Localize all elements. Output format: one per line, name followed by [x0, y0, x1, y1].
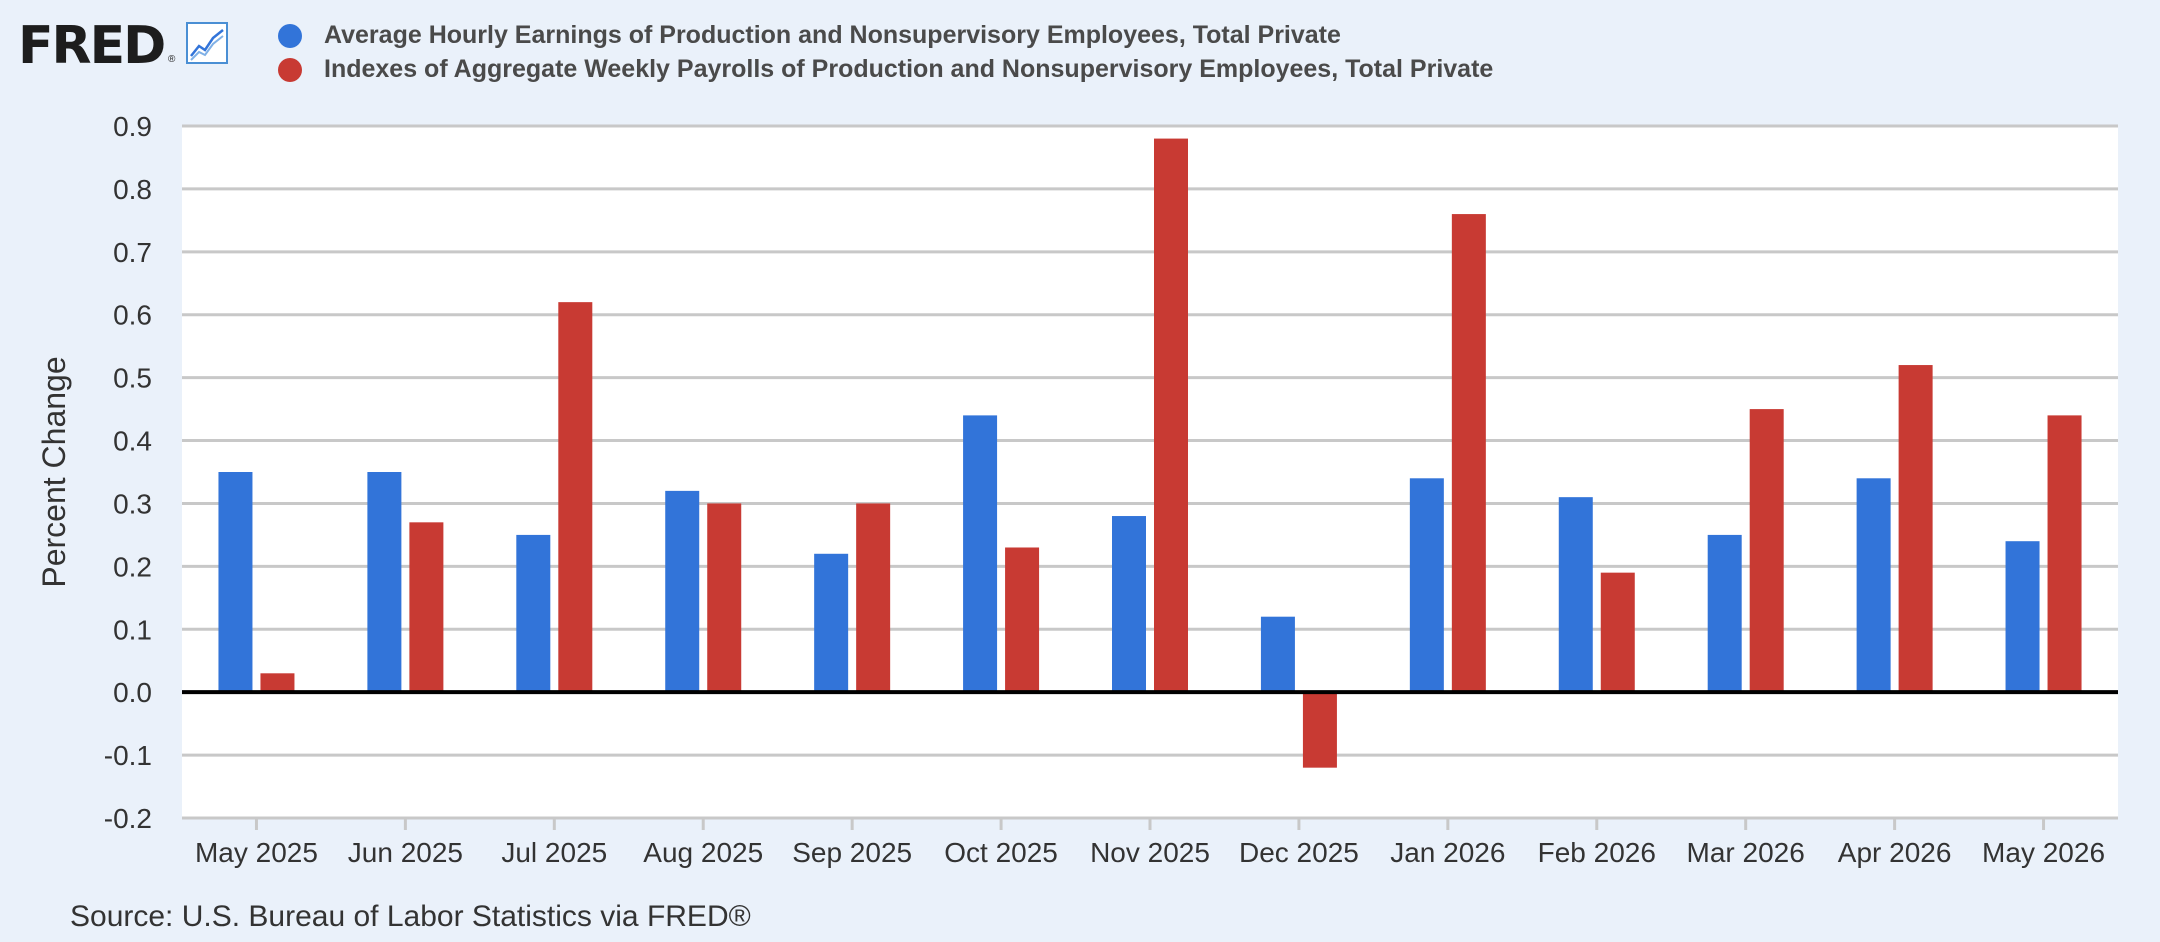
y-tick-label: 0.6	[113, 300, 152, 331]
y-tick-label: 0.2	[113, 551, 152, 582]
bar-chart: 0.9 0.8 0.7 0.6 0.5 0.4 0.3 0.2 0.1 0.0 -0.1 -0.2 Pe…	[36, 111, 2118, 868]
bar-payrolls	[1600, 572, 1635, 693]
legend-swatch-blue	[278, 24, 302, 48]
bar-payrolls	[1154, 138, 1188, 693]
bar-earnings	[814, 553, 849, 693]
bar-earnings	[1558, 497, 1593, 693]
x-tick-label: May 2025	[195, 837, 318, 868]
bar-earnings	[516, 534, 551, 693]
fred-logo: FRED	[18, 16, 166, 76]
x-tick-label: Dec 2025	[1239, 837, 1359, 868]
legend-label-earnings: Average Hourly Earnings of Production an…	[324, 21, 1341, 49]
y-tick-label: 0.3	[113, 488, 152, 519]
line-chart-icon	[186, 22, 228, 64]
bar-payrolls	[1005, 547, 1040, 693]
bar-earnings	[665, 490, 700, 693]
y-tick-label: 0.5	[113, 363, 152, 394]
bar-payrolls	[1451, 214, 1486, 693]
legend-label-payrolls: Indexes of Aggregate Weekly Payrolls of …	[324, 55, 1494, 83]
x-tick-label: Jan 2026	[1390, 837, 1505, 868]
plot-area	[182, 126, 2118, 818]
legend-swatch-red	[278, 58, 302, 82]
x-tick-label: Oct 2025	[944, 837, 1058, 868]
bar-earnings	[1112, 516, 1146, 693]
y-tick-label: 0.4	[113, 426, 152, 457]
source-note: Source: U.S. Bureau of Labor Statistics …	[70, 900, 751, 933]
x-tick-label: May 2026	[1982, 837, 2105, 868]
y-tick-label: 0.7	[113, 237, 152, 268]
y-tick-label: 0.1	[113, 614, 152, 645]
bar-payrolls	[1749, 409, 1784, 693]
bar-payrolls	[2047, 415, 2082, 693]
x-tick-label: Sep 2025	[792, 837, 912, 868]
bar-earnings	[963, 415, 998, 693]
x-tick-label: Jul 2025	[501, 837, 607, 868]
y-tick-label: 0.8	[113, 174, 152, 205]
x-tick-label: Jun 2025	[348, 837, 463, 868]
bar-payrolls	[707, 503, 742, 693]
bar-earnings	[1707, 534, 1742, 693]
registered-mark: ®	[168, 54, 176, 65]
x-tick-label: Feb 2026	[1538, 837, 1656, 868]
bar-payrolls	[558, 302, 593, 693]
y-tick-label: -0.2	[104, 803, 152, 834]
bar-earnings	[2005, 541, 2040, 693]
bar-earnings	[1856, 478, 1891, 693]
bar-earnings	[1260, 616, 1295, 693]
bar-payrolls	[1898, 365, 1933, 693]
bar-payrolls	[260, 673, 295, 693]
bar-earnings	[1409, 478, 1444, 693]
bar-payrolls	[409, 522, 444, 693]
x-tick-label: Aug 2025	[643, 837, 763, 868]
x-tick-label: Nov 2025	[1090, 837, 1210, 868]
bar-earnings	[367, 472, 402, 693]
x-tick-label: Mar 2026	[1687, 837, 1805, 868]
bar-payrolls	[1302, 692, 1337, 768]
bar-payrolls	[856, 503, 891, 693]
y-tick-label: -0.1	[104, 740, 152, 771]
y-tick-label: 0.0	[113, 677, 152, 708]
y-axis-label: Percent Change	[36, 356, 72, 587]
x-tick-label: Apr 2026	[1838, 837, 1952, 868]
y-tick-label: 0.9	[113, 111, 152, 142]
bar-earnings	[218, 472, 253, 693]
